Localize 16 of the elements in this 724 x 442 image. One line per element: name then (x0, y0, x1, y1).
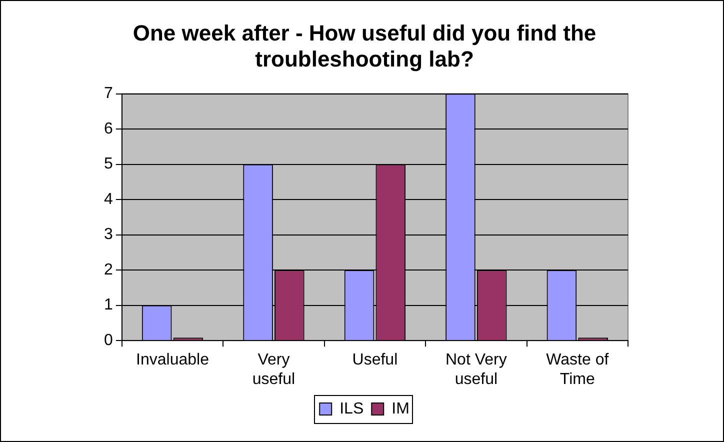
legend-label: ILS (340, 400, 364, 418)
chart-title: One week after - How useful did you find the troubleshooting lab? (132, 20, 596, 72)
y-tick-label: 7 (104, 85, 113, 102)
y-tick-label: 3 (104, 226, 113, 244)
y-tick-label: 2 (104, 261, 113, 278)
y-tick-label: 1 (104, 296, 113, 314)
y-tick-label: 4 (104, 190, 113, 208)
x-tick-label: Waste of Time (546, 352, 610, 388)
x-tick-label: Invaluable (136, 352, 210, 369)
x-tick-label: Very useful (252, 352, 296, 388)
y-tick-label: 6 (104, 120, 113, 138)
y-tick-label: 0 (104, 332, 113, 350)
x-tick-label: Useful (352, 352, 398, 369)
x-tick-label: Not Very useful (445, 352, 507, 388)
y-tick-label: 5 (104, 156, 113, 173)
legend-label: IM (392, 400, 410, 418)
